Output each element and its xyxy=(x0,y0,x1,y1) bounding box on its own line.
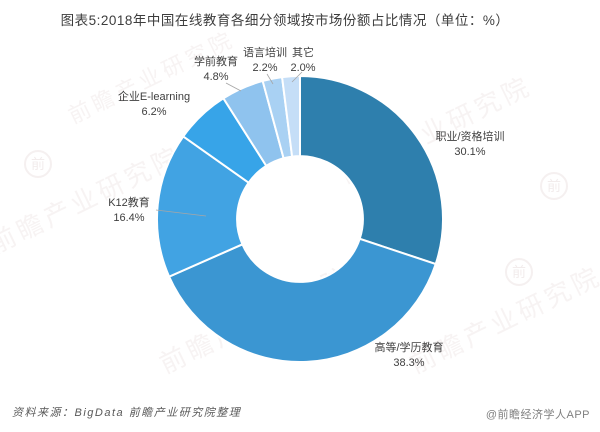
donut-slices-group xyxy=(155,74,444,363)
slice-name: 职业/资格培训 xyxy=(435,131,505,143)
slice-label-vocational: 职业/资格培训 30.1% xyxy=(408,130,532,160)
leader-line-qita xyxy=(291,71,303,83)
slice-label-elearning: 企业E-learning 6.2% xyxy=(92,90,216,120)
slice-value: 16.4% xyxy=(113,212,145,224)
source-note: 资料来源：BigData 前瞻产业研究院整理 xyxy=(12,407,242,419)
credit-note: @前瞻经济学人APP xyxy=(485,409,590,421)
slice-value: 2.0% xyxy=(290,62,316,74)
slice-label-language: 语言培训 2.2% xyxy=(203,46,327,76)
slice-name: 高等/学历教育 xyxy=(374,342,444,354)
leader-lines-group xyxy=(155,71,303,217)
slice-value: 38.3% xyxy=(393,357,425,369)
slice-name: K12教育 xyxy=(108,197,150,209)
slice-label-k12: K12教育 16.4% xyxy=(67,196,191,226)
pie-slice-0 xyxy=(299,74,444,266)
slice-value: 30.1% xyxy=(454,146,486,158)
slice-value: 2.2% xyxy=(252,62,278,74)
slice-name: 学前教育 xyxy=(194,56,238,68)
pie-slice-2 xyxy=(155,135,251,278)
leader-line-yuyan xyxy=(266,73,274,85)
slice-name: 企业E-learning xyxy=(117,91,191,103)
chart-title: 图表5:2018年中国在线教育各细分领域按市场份额占比情况（单位：%） xyxy=(60,13,510,28)
slice-label-other: 其它 2.0% xyxy=(241,46,365,76)
slice-value: 6.2% xyxy=(141,106,167,118)
leader-line-k12 xyxy=(155,209,207,217)
slice-name: 语言培训 xyxy=(243,47,287,59)
pie-slice-1 xyxy=(167,237,437,363)
leader-line-xueqian xyxy=(225,82,242,92)
slice-label-higher-edu: 高等/学历教育 38.3% xyxy=(347,341,471,371)
slice-label-preschool: 学前教育 4.8% xyxy=(154,55,278,85)
pie-slice-6 xyxy=(280,74,301,158)
slice-name: 其它 xyxy=(292,47,314,59)
slice-value: 4.8% xyxy=(203,71,229,83)
